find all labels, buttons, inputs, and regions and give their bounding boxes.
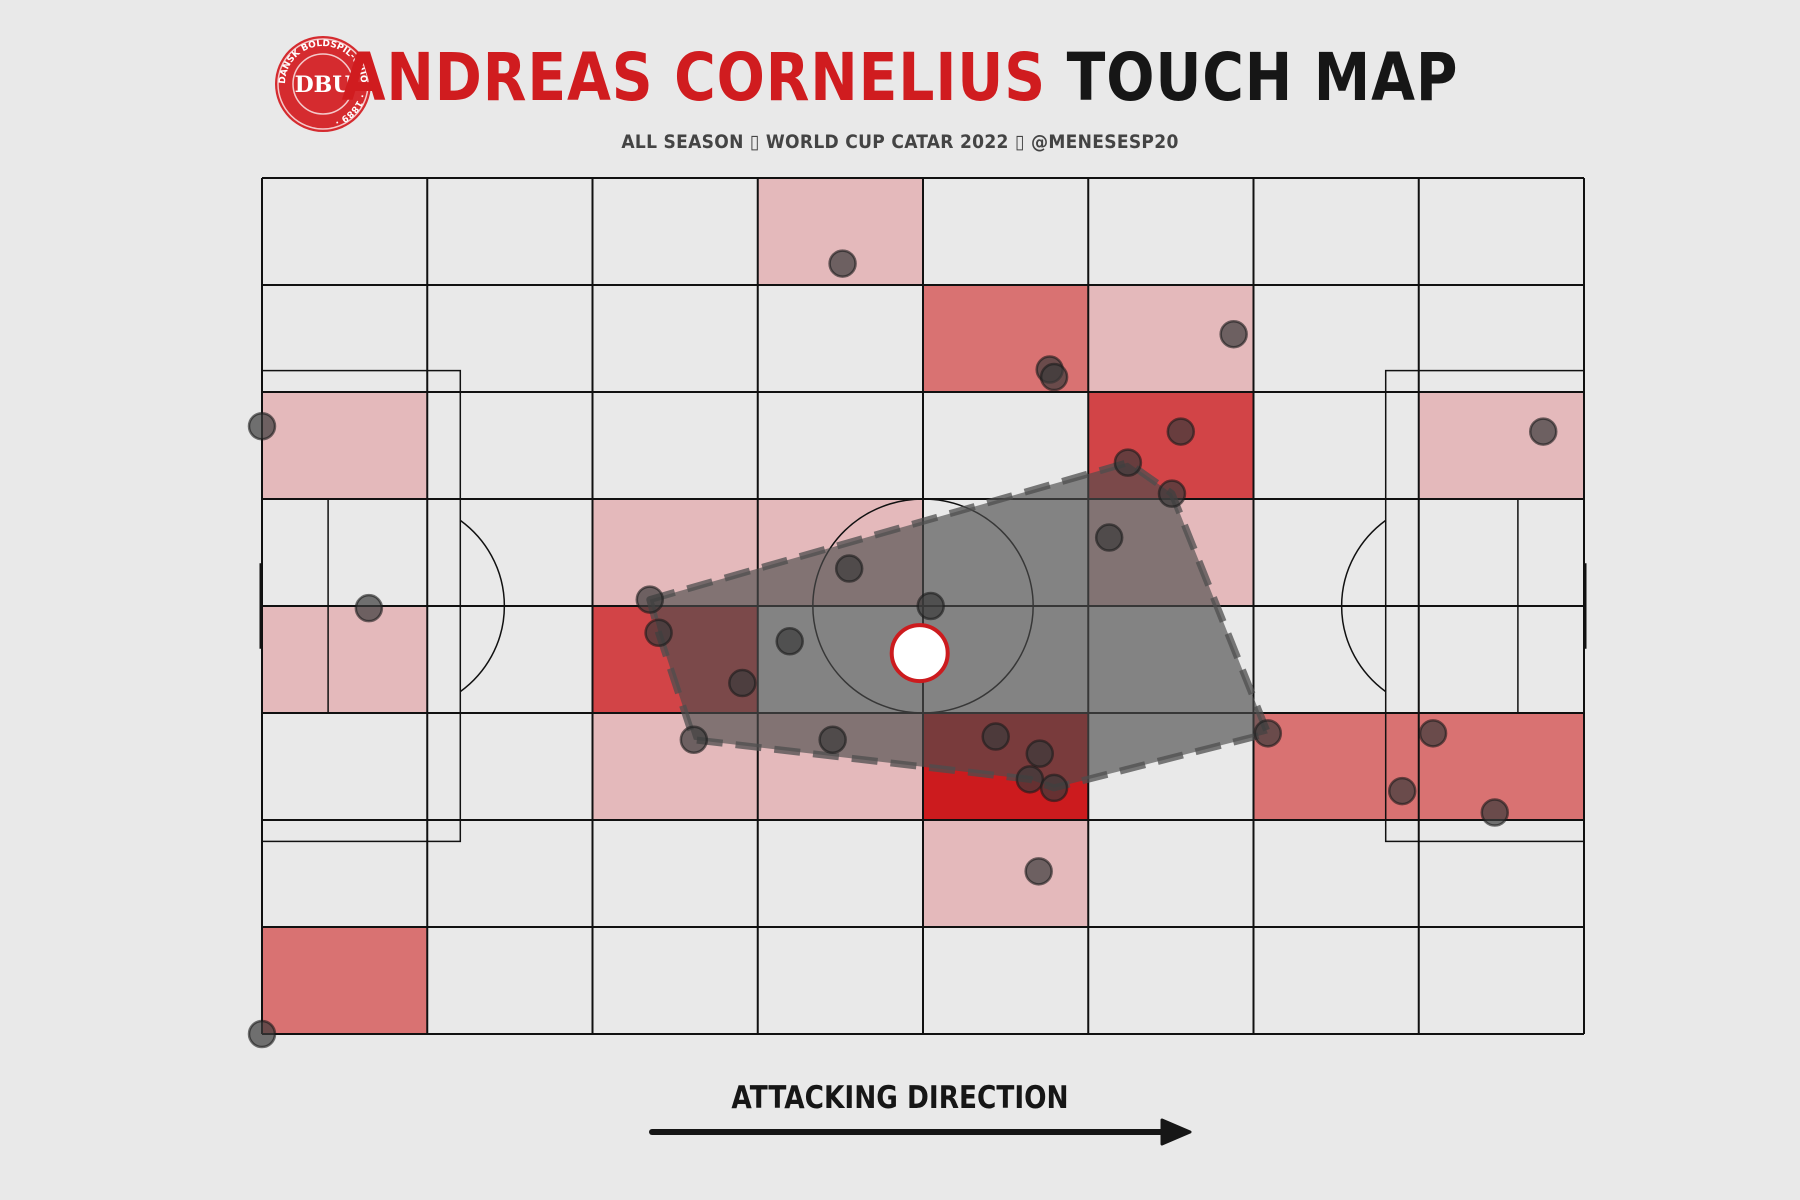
heatmap-bin	[1253, 606, 1419, 713]
heatmap-bin	[1418, 285, 1584, 392]
heatmap-bin	[592, 392, 758, 499]
touch-point	[1418, 719, 1448, 748]
title-player-name: ANDREAS CORNELIUS	[341, 39, 1046, 116]
heatmap-bin	[1253, 499, 1419, 606]
heatmap-bin	[427, 285, 593, 392]
touch-point	[1039, 362, 1069, 392]
touch-point	[1157, 479, 1187, 508]
touch-point	[1253, 719, 1283, 748]
heatmap-bin	[1253, 178, 1419, 285]
left-penalty-arc	[459, 519, 506, 693]
touch-point	[247, 411, 277, 441]
heatmap-bin	[1253, 392, 1419, 499]
mean-position-marker	[889, 623, 950, 684]
touch-point	[1219, 319, 1248, 349]
heatmap-bin	[262, 178, 428, 285]
touch-point	[1480, 798, 1510, 827]
touch-point	[1024, 857, 1053, 886]
heatmap-bin	[1253, 927, 1419, 1034]
heatmap-bin	[427, 499, 593, 606]
heatmap-bin	[923, 820, 1089, 927]
heatmap-bin	[1418, 499, 1584, 606]
heatmap-bin	[1418, 392, 1584, 499]
heatmap-bin	[1418, 927, 1584, 1034]
touch-point	[818, 725, 847, 754]
heatmap-bin	[427, 178, 593, 285]
heatmap-bin	[757, 392, 923, 499]
heatmap-bin	[262, 606, 428, 713]
heatmap-bin	[262, 285, 428, 392]
chart-subtitle: ALL SEASON ▯ WORLD CUP CATAR 2022 ▯ @MEN…	[621, 131, 1179, 153]
touch-points	[247, 249, 1558, 1049]
right-penalty-arc	[1340, 519, 1387, 693]
attacking-direction-label: ATTACKING DIRECTION	[731, 1080, 1069, 1116]
heatmap-bin	[592, 927, 758, 1034]
touch-point	[679, 725, 709, 754]
touch-point	[354, 593, 384, 623]
touch-point	[1166, 417, 1196, 446]
touch-point	[635, 585, 665, 614]
logo-text: DBU	[295, 72, 352, 98]
heatmap-bin	[1418, 820, 1584, 927]
touch-point	[644, 618, 673, 647]
heatmap-bin	[427, 820, 593, 927]
heatmap-bin	[262, 927, 428, 1034]
chart-title: ANDREAS CORNELIUS TOUCH MAP	[126, 39, 1674, 116]
heatmap-bin	[262, 820, 428, 927]
touch-point	[1387, 776, 1417, 806]
title-touch-map: TOUCH MAP	[1066, 39, 1459, 116]
touch-point	[1039, 773, 1069, 803]
heatmap-bin	[757, 927, 923, 1034]
dbu-logo: DANSK BOLDSPIL-UNION · 1889 · DBU	[273, 34, 373, 134]
heatmap-bin	[592, 820, 758, 927]
touch-point	[916, 591, 945, 621]
touch-point	[1015, 765, 1045, 794]
touch-point	[1113, 448, 1143, 477]
heatmap-bin	[1253, 820, 1419, 927]
touch-point	[828, 249, 857, 278]
heatmap-bin	[427, 392, 593, 499]
heatmap-bin	[1418, 606, 1584, 713]
direction-arrow-head	[1160, 1118, 1192, 1146]
touch-point	[775, 627, 804, 656]
heatmap-bin	[1253, 285, 1419, 392]
touch-point	[1094, 523, 1124, 552]
heatmap-bin	[592, 178, 758, 285]
heatmap-bin	[262, 392, 428, 499]
heatmap-bin	[1088, 820, 1254, 927]
dbu-crest-icon: DANSK BOLDSPIL-UNION · 1889 · DBU	[275, 36, 371, 132]
heatmap-bin	[757, 820, 923, 927]
heatmap-bin	[262, 499, 428, 606]
heatmap-bin	[1088, 178, 1254, 285]
heatmap-bin	[923, 178, 1089, 285]
touch-point	[247, 1019, 277, 1049]
heatmap-bin	[923, 927, 1089, 1034]
touch-point	[834, 554, 864, 583]
heatmap-bin	[592, 285, 758, 392]
heatmap-bin	[923, 392, 1089, 499]
mean-position	[889, 623, 950, 684]
touch-point	[728, 668, 757, 698]
touch-point	[1025, 739, 1055, 768]
heatmap-bin	[1088, 927, 1254, 1034]
attacking-direction-arrow	[649, 1118, 1192, 1146]
touch-point	[1528, 417, 1558, 446]
heatmap-bin	[427, 713, 593, 820]
heatmap-bin	[427, 606, 593, 713]
heatmap-bin	[757, 285, 923, 392]
heatmap-bin	[427, 927, 593, 1034]
heatmap-bin	[1418, 178, 1584, 285]
heatmap-bin	[262, 713, 428, 820]
touch-point	[981, 722, 1010, 751]
